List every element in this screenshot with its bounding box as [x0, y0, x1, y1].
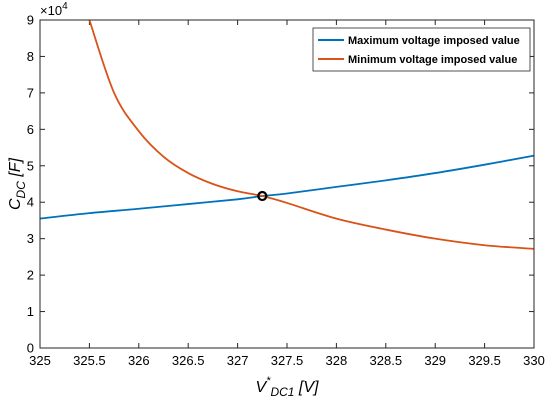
x-tick-labels: 325 325.5 326 326.5 327 327.5 328 328.5 329 329.5…	[29, 353, 545, 368]
series-min-voltage-line	[88, 19, 535, 250]
x-tick-label: 328	[326, 353, 348, 368]
x-tick-label: 328.5	[370, 353, 403, 368]
x-axis-title: V*DC1 [V]	[256, 375, 320, 399]
y-tick-label: 1	[27, 304, 34, 319]
legend: Maximum voltage imposed value Minimum vo…	[312, 27, 531, 72]
intersection-marker	[257, 190, 268, 202]
x-tick-label: 330	[523, 353, 545, 368]
plot-frame	[39, 19, 535, 349]
y-axis-title: CDC [F]	[7, 157, 28, 210]
x-tick-label: 326.5	[172, 353, 205, 368]
x-tick-label: 329.5	[468, 353, 501, 368]
legend-box	[312, 27, 531, 72]
y-tick-label: 0	[27, 341, 34, 356]
plot-area	[40, 20, 534, 348]
series-max-voltage-line	[39, 154, 535, 220]
x-tick-label: 327	[227, 353, 249, 368]
y-exponent-label: ×104	[40, 1, 68, 18]
y-tick-label: 5	[27, 158, 34, 173]
legend-label-min: Minimum voltage imposed value	[348, 54, 517, 66]
y-tick-label: 6	[27, 122, 34, 137]
y-tick-label: 4	[27, 195, 34, 210]
series-layer	[39, 19, 535, 250]
x-tick-label: 325	[29, 353, 51, 368]
legend-label-max: Maximum voltage imposed value	[348, 35, 520, 47]
x-tick-label: 327.5	[271, 353, 304, 368]
y-tick-labels: 0 1 2 3 4 5 6 7 8 9	[27, 13, 34, 356]
y-tick-label: 9	[27, 13, 34, 28]
y-tick-label: 2	[27, 268, 34, 283]
x-tick-label: 329	[424, 353, 446, 368]
x-tick-label: 325.5	[73, 353, 106, 368]
x-tick-label: 326	[128, 353, 150, 368]
y-tick-label: 8	[27, 49, 34, 64]
y-tick-label: 3	[27, 231, 34, 246]
y-tick-label: 7	[27, 85, 34, 100]
